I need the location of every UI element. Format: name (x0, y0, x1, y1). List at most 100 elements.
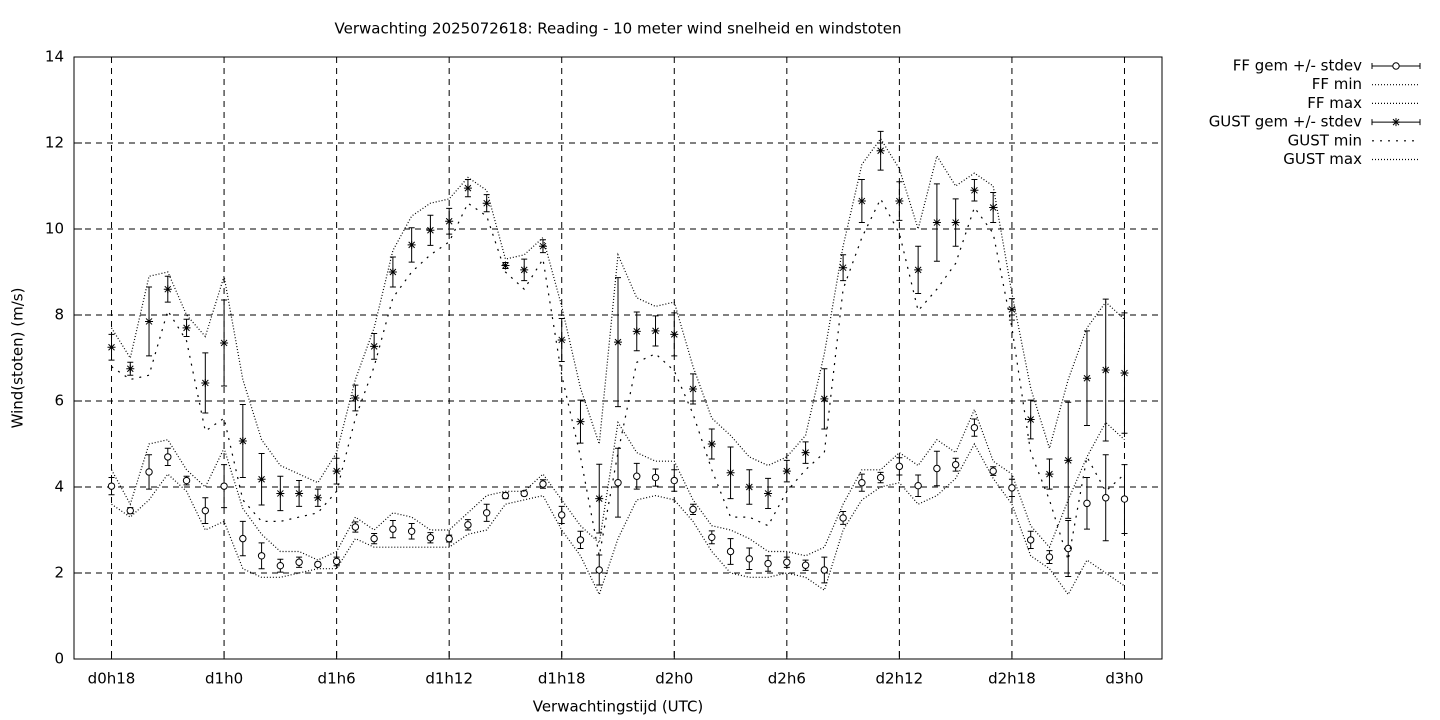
marker (426, 534, 435, 542)
marker (989, 203, 998, 212)
marker (520, 265, 529, 274)
marker (651, 473, 660, 482)
marker (1392, 118, 1400, 127)
y-axis-label: Wind(stoten) (m/s) (9, 288, 27, 429)
marker (1045, 553, 1054, 561)
marker (332, 467, 341, 476)
marker (482, 509, 491, 517)
marker (1008, 484, 1016, 492)
marker (801, 448, 810, 457)
x-axis-label: Verwachtingstijd (UTC) (533, 698, 704, 716)
marker (164, 453, 172, 461)
marker (857, 197, 866, 206)
y-tick-label: 4 (54, 478, 64, 496)
marker (633, 472, 641, 480)
marker (1026, 536, 1035, 544)
x-tick-label: d2h6 (768, 670, 806, 688)
marker (764, 559, 772, 568)
marker (389, 525, 397, 533)
marker (745, 483, 754, 491)
marker (538, 242, 547, 251)
marker (313, 493, 322, 502)
marker (576, 417, 585, 426)
marker (126, 364, 135, 373)
marker (1101, 366, 1110, 375)
marker (1102, 494, 1110, 502)
marker (651, 326, 660, 335)
marker (388, 268, 397, 276)
marker (614, 338, 622, 347)
marker (407, 240, 416, 249)
plot-frame (73, 56, 1163, 660)
marker (801, 561, 810, 569)
y-tick-label: 10 (45, 220, 64, 238)
y-tick-label: 0 (54, 650, 64, 668)
marker (220, 338, 229, 347)
marker (782, 467, 791, 476)
x-tick-label: d0h18 (88, 670, 136, 688)
line (110, 407, 1125, 561)
marker (783, 558, 791, 566)
marker (426, 226, 435, 235)
marker (351, 523, 360, 531)
marker (689, 505, 697, 514)
x-tick-label: d2h18 (988, 670, 1036, 688)
marker (820, 566, 829, 574)
y-tick-label: 2 (54, 564, 64, 582)
marker (1064, 456, 1073, 465)
x-tick-label: d2h12 (876, 670, 924, 688)
marker (1120, 495, 1129, 503)
legend-label: GUST min (1288, 131, 1362, 149)
marker (445, 534, 453, 543)
marker (932, 218, 941, 227)
marker (970, 423, 979, 432)
marker (332, 557, 341, 566)
marker (745, 555, 754, 563)
line (111, 137, 1125, 484)
chart-title: Verwachting 2025072618: Reading - 10 met… (335, 20, 902, 38)
marker (182, 476, 191, 485)
marker (726, 468, 735, 477)
marker (520, 489, 528, 498)
marker (407, 527, 416, 535)
marker (670, 330, 679, 339)
marker (1083, 499, 1091, 508)
marker (1082, 374, 1091, 383)
marker (276, 489, 285, 498)
marker (558, 511, 566, 519)
marker (1120, 369, 1129, 378)
marker (163, 285, 172, 294)
marker (839, 263, 848, 272)
line (111, 442, 1125, 597)
marker (1026, 415, 1035, 424)
marker (295, 489, 304, 498)
legend-label: GUST max (1283, 150, 1362, 168)
x-tick-label: d3h0 (1105, 670, 1143, 688)
marker (970, 186, 979, 195)
marker (257, 552, 266, 560)
marker (276, 561, 285, 570)
marker (238, 436, 247, 445)
x-tick-label: d2h0 (655, 670, 693, 688)
marker (314, 560, 322, 569)
marker (220, 482, 228, 490)
marker (914, 482, 922, 490)
marker (876, 146, 885, 155)
marker (482, 199, 491, 208)
marker (689, 384, 698, 393)
marker (764, 489, 773, 498)
marker (445, 217, 454, 226)
x-tick-label: d1h6 (318, 670, 356, 688)
x-tick-label: d1h18 (538, 670, 586, 688)
marker (1392, 62, 1400, 70)
marker (708, 533, 716, 542)
marker (145, 468, 153, 476)
legend-label: FF gem +/- stdev (1233, 57, 1362, 75)
marker (595, 566, 603, 574)
y-tick-label: 8 (54, 306, 64, 324)
marker (726, 547, 735, 556)
marker (351, 393, 360, 402)
marker (576, 536, 585, 544)
marker (989, 467, 997, 475)
